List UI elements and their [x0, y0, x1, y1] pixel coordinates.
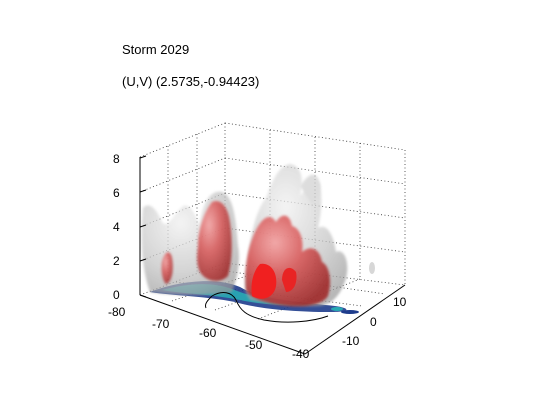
z-tick-2: 2: [113, 254, 120, 268]
z-tick-6: 6: [113, 186, 120, 200]
x-tick-minus70: -70: [152, 317, 170, 331]
z-tick-0: 0: [113, 288, 120, 302]
tick-marks: [139, 155, 147, 298]
y-tick-minus10: -10: [342, 334, 360, 348]
z-tick-labels: 0 2 4 6 8: [113, 152, 120, 302]
axes-lines: [139, 157, 406, 355]
x-tick-labels: -80 -70 -60 -50 -40: [108, 305, 310, 361]
z-tick-8: 8: [113, 152, 120, 166]
chart-subtitle: (U,V) (2.5735,-0.94423): [122, 74, 260, 89]
chart-title: Storm 2029: [122, 42, 190, 57]
x-tick-minus80: -80: [108, 305, 126, 319]
y-tick-10: 10: [393, 295, 407, 309]
y-tick-labels: 10 0 -10: [342, 295, 407, 348]
y-tick-0: 0: [370, 315, 377, 329]
x-tick-minus40: -40: [292, 347, 310, 361]
red-isosurface: [161, 200, 330, 307]
x-tick-minus60: -60: [199, 326, 217, 340]
x-tick-minus50: -50: [245, 338, 263, 352]
z-tick-4: 4: [113, 220, 120, 234]
track-curve: [205, 292, 329, 323]
